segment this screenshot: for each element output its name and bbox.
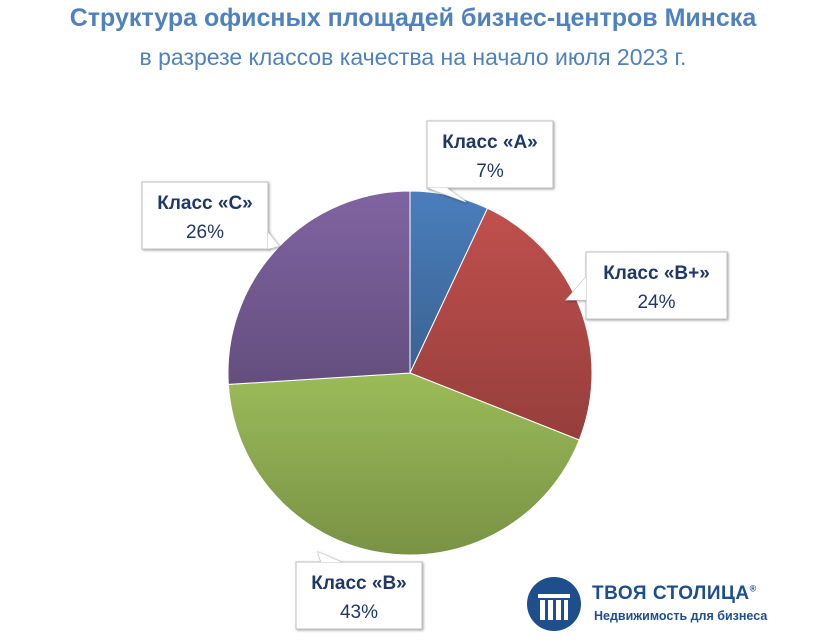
slice-callout-3: Класс «B» 43% — [295, 551, 423, 630]
pie-slice-3 — [227, 372, 580, 556]
logo-name: ТВОЯ СТОЛИЦА® — [592, 583, 757, 604]
slice-value-label: 7% — [476, 161, 504, 182]
slice-value-label: 26% — [186, 222, 224, 243]
slice-value-label: 43% — [340, 602, 378, 623]
callout-box — [585, 251, 728, 320]
slice-label: Класс «B+» — [603, 263, 710, 284]
chart-subtitle: в разрезе классов качества на начало июл… — [139, 44, 687, 70]
slice-callout-1: Класс «А» 7% — [426, 120, 554, 203]
pie-slice-4 — [227, 190, 411, 385]
pie-slice-2 — [409, 207, 593, 441]
slice-value-label: 24% — [637, 292, 675, 313]
callout-box — [141, 181, 269, 250]
callout-box — [426, 120, 554, 189]
brand-logo: ТВОЯ СТОЛИЦА® Недвижимость для бизнеса — [526, 576, 816, 632]
chart-title: Структура офисных площадей бизнес-центро… — [69, 4, 757, 32]
slice-callout-4: Класс «C» 26% — [141, 181, 280, 250]
callout-box — [295, 561, 423, 630]
slice-label: Класс «B» — [311, 573, 407, 594]
building-logo-icon — [527, 577, 581, 631]
slice-callout-2: Класс «B+» 24% — [564, 251, 728, 320]
slice-label: Класс «C» — [157, 193, 253, 214]
logo-tagline: Недвижимость для бизнеса — [594, 609, 768, 623]
slice-label: Класс «А» — [442, 132, 538, 153]
